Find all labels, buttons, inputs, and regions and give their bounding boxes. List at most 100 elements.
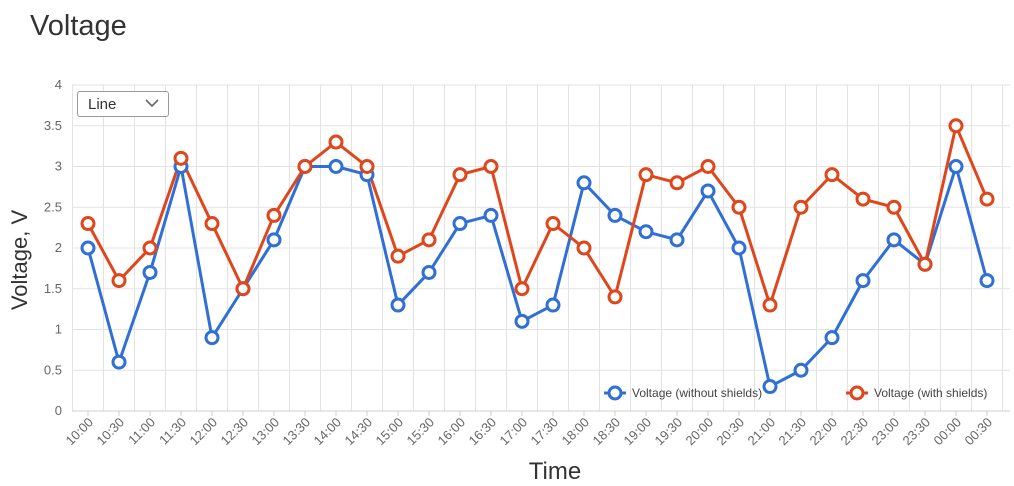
legend-item-without-shields[interactable]: Voltage (without shields) <box>604 381 762 405</box>
x-tick-label: 16:30 <box>466 415 500 449</box>
x-tick-label: 12:00 <box>187 415 221 449</box>
data-point-series-0[interactable] <box>638 224 654 240</box>
data-point-series-1[interactable] <box>700 159 716 174</box>
x-tick-label: 20:00 <box>683 415 717 449</box>
y-tick-label: 3 <box>55 159 62 174</box>
data-point-series-0[interactable] <box>421 264 437 280</box>
data-point-series-1[interactable] <box>452 167 468 183</box>
x-tick-label: 16:00 <box>435 415 469 449</box>
data-point-series-1[interactable] <box>917 256 933 272</box>
x-tick-label: 21:30 <box>776 415 810 449</box>
y-tick-label: 1 <box>55 322 62 337</box>
data-point-series-0[interactable] <box>576 175 592 191</box>
legend-label: Voltage (with shields) <box>874 386 988 400</box>
data-point-series-1[interactable] <box>979 191 995 207</box>
data-point-series-0[interactable] <box>328 159 344 174</box>
data-point-series-1[interactable] <box>576 240 592 256</box>
series-points <box>80 118 995 395</box>
x-tick-label: 18:30 <box>590 415 624 449</box>
y-tick-labels: 0 0.5 1 1.5 2 2.5 3 3.5 4 <box>44 77 62 418</box>
data-point-series-0[interactable] <box>886 232 902 248</box>
data-point-series-1[interactable] <box>204 216 220 232</box>
data-point-series-1[interactable] <box>638 167 654 183</box>
legend-swatch-blue <box>604 385 626 401</box>
data-point-series-1[interactable] <box>235 281 251 297</box>
data-point-series-1[interactable] <box>80 216 96 232</box>
data-point-series-1[interactable] <box>266 207 282 223</box>
data-point-series-1[interactable] <box>297 159 313 174</box>
y-tick-label: 4 <box>55 77 62 92</box>
x-tick-label: 18:00 <box>559 415 593 449</box>
data-point-series-1[interactable] <box>607 289 623 305</box>
x-tick-label: 12:30 <box>218 415 252 449</box>
data-point-series-0[interactable] <box>669 232 685 248</box>
x-tick-label: 17:30 <box>528 415 562 449</box>
x-tick-labels: 10:0010:3011:0011:3012:0012:3013:0013:30… <box>63 411 996 449</box>
data-point-series-0[interactable] <box>80 240 96 256</box>
data-point-series-1[interactable] <box>111 273 127 289</box>
data-point-series-0[interactable] <box>762 379 778 395</box>
y-tick-label: 2 <box>55 240 62 255</box>
data-point-series-0[interactable] <box>824 330 840 346</box>
y-tick-label: 0.5 <box>44 362 62 377</box>
data-point-series-1[interactable] <box>731 199 747 215</box>
x-tick-label: 00:30 <box>962 415 996 449</box>
x-tick-label: 11:00 <box>125 415 158 448</box>
data-point-series-0[interactable] <box>700 183 716 199</box>
x-tick-label: 14:00 <box>311 415 345 449</box>
data-point-series-0[interactable] <box>483 207 499 223</box>
data-point-series-0[interactable] <box>545 297 561 313</box>
data-point-series-1[interactable] <box>421 232 437 248</box>
data-point-series-0[interactable] <box>204 330 220 346</box>
data-point-series-1[interactable] <box>948 118 964 134</box>
data-point-series-0[interactable] <box>855 273 871 289</box>
data-point-series-1[interactable] <box>793 199 809 215</box>
grid-lines <box>72 84 1010 412</box>
data-point-series-0[interactable] <box>793 362 809 378</box>
x-tick-label: 15:30 <box>404 415 438 449</box>
data-point-series-0[interactable] <box>390 297 406 313</box>
data-point-series-1[interactable] <box>886 199 902 215</box>
x-tick-label: 20:30 <box>714 415 748 449</box>
data-point-series-1[interactable] <box>855 191 871 207</box>
data-point-series-0[interactable] <box>731 240 747 256</box>
data-point-series-0[interactable] <box>452 216 468 232</box>
data-point-series-1[interactable] <box>483 159 499 174</box>
legend-item-with-shields[interactable]: Voltage (with shields) <box>846 381 987 405</box>
y-tick-label: 3.5 <box>44 118 62 133</box>
data-point-series-1[interactable] <box>359 159 375 174</box>
chart-type-select[interactable]: Line <box>77 91 169 117</box>
series-line-0 <box>86 165 989 389</box>
x-tick-label: 21:00 <box>745 415 779 449</box>
data-point-series-1[interactable] <box>669 175 685 191</box>
data-point-series-1[interactable] <box>328 134 344 150</box>
data-point-series-0[interactable] <box>514 313 530 329</box>
data-point-series-0[interactable] <box>266 232 282 248</box>
data-point-series-1[interactable] <box>545 216 561 232</box>
x-tick-label: 22:00 <box>807 415 841 449</box>
data-point-series-1[interactable] <box>142 240 158 256</box>
data-point-series-1[interactable] <box>762 297 778 313</box>
y-tick-label: 0 <box>55 403 62 418</box>
x-tick-label: 17:00 <box>497 415 531 449</box>
x-tick-label: 13:30 <box>280 415 314 449</box>
x-axis-label: Time <box>528 458 582 485</box>
x-tick-label: 19:00 <box>621 415 655 449</box>
data-point-series-1[interactable] <box>514 281 530 297</box>
data-point-series-1[interactable] <box>824 167 840 183</box>
x-tick-label: 10:00 <box>63 415 97 449</box>
x-tick-label: 23:00 <box>869 415 903 449</box>
data-point-series-0[interactable] <box>111 354 127 370</box>
x-tick-label: 00:00 <box>931 415 965 449</box>
data-point-series-0[interactable] <box>979 273 995 289</box>
chevron-down-icon <box>145 99 159 108</box>
legend-label: Voltage (without shields) <box>632 386 763 400</box>
data-point-series-0[interactable] <box>948 159 964 174</box>
data-point-series-1[interactable] <box>390 248 406 264</box>
data-point-series-0[interactable] <box>607 207 623 223</box>
x-tick-label: 23:30 <box>900 415 934 449</box>
legend-swatch-red <box>846 385 868 401</box>
data-point-series-1[interactable] <box>173 150 189 166</box>
data-point-series-0[interactable] <box>142 264 158 280</box>
